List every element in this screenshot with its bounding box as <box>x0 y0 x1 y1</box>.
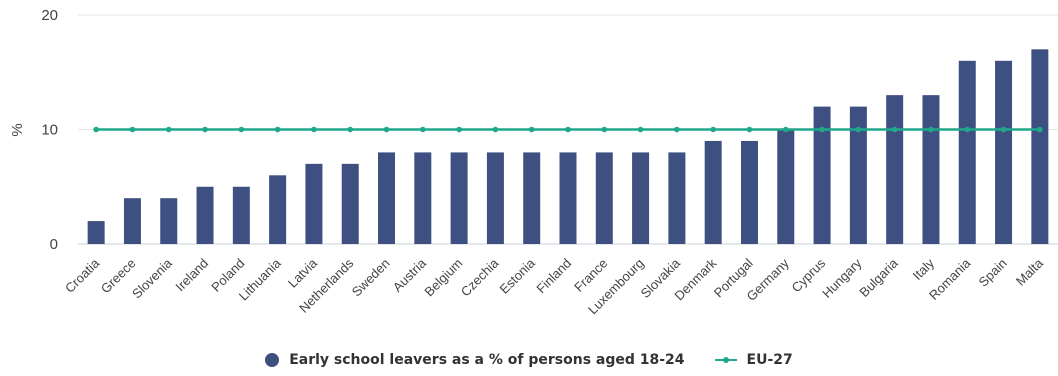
eu27-point[interactable] <box>383 126 390 133</box>
legend-item-line[interactable]: EU-27 <box>714 352 793 368</box>
eu27-point[interactable] <box>565 126 571 133</box>
legend-item-bars[interactable]: Early school leavers as a % of persons a… <box>265 352 685 368</box>
eu27-point[interactable] <box>746 126 753 133</box>
eu27-point[interactable] <box>93 126 99 133</box>
bar-slovakia[interactable] <box>668 152 686 244</box>
bar-romania[interactable] <box>958 60 976 244</box>
eu27-point[interactable] <box>819 126 825 133</box>
x-tick-label: Finland <box>533 256 574 297</box>
x-tick-label: Bulgaria <box>856 255 901 300</box>
x-tick-label: Belgium <box>421 256 465 300</box>
bar-poland[interactable] <box>232 186 250 244</box>
eu27-point[interactable] <box>274 126 281 133</box>
eu27-point[interactable] <box>165 126 172 133</box>
bar-lithuania[interactable] <box>269 175 287 244</box>
eu27-point[interactable] <box>1000 126 1007 133</box>
y-tick-label: 10 <box>41 122 58 139</box>
bar-estonia[interactable] <box>523 152 541 244</box>
y-axis-ticks: 0 10 20 <box>41 7 58 253</box>
bar-latvia[interactable] <box>305 163 323 244</box>
legend-line-marker <box>714 357 737 363</box>
legend: Early school leavers as a % of persons a… <box>0 352 1058 368</box>
bar-luxembourg[interactable] <box>632 152 650 244</box>
y-tick-label: 20 <box>41 7 58 24</box>
bar-belgium[interactable] <box>450 152 468 244</box>
bar-austria[interactable] <box>414 152 432 244</box>
x-axis-categories: CroatiaGreeceSloveniaIrelandPolandLithua… <box>62 255 1046 317</box>
x-tick-label: Croatia <box>62 255 103 296</box>
y-tick-label: 0 <box>50 236 58 253</box>
eu27-point[interactable] <box>1037 126 1043 133</box>
bar-cyprus[interactable] <box>813 106 831 244</box>
bar-netherlands[interactable] <box>341 163 359 244</box>
bar-denmark[interactable] <box>704 140 722 244</box>
eu27-point[interactable] <box>456 126 462 133</box>
bar-hungary[interactable] <box>849 106 867 244</box>
line-series <box>93 126 1043 133</box>
x-tick-label: Sweden <box>349 256 393 300</box>
bar-malta[interactable] <box>1031 49 1049 244</box>
eu27-point[interactable] <box>710 126 716 133</box>
eu27-point[interactable] <box>855 126 862 133</box>
eu27-point[interactable] <box>601 126 608 133</box>
bar-france[interactable] <box>595 152 613 244</box>
bar-bulgaria[interactable] <box>886 95 904 245</box>
eu27-point[interactable] <box>964 126 971 133</box>
bar-spain[interactable] <box>995 60 1013 244</box>
bar-italy[interactable] <box>922 95 940 245</box>
bar-germany[interactable] <box>777 129 795 245</box>
eu27-point[interactable] <box>420 126 426 133</box>
eu27-point[interactable] <box>202 126 208 133</box>
bar-greece[interactable] <box>123 198 141 244</box>
x-tick-label: Slovenia <box>129 255 175 301</box>
eu27-point[interactable] <box>311 126 317 133</box>
eu27-point[interactable] <box>528 126 535 133</box>
bar-ireland[interactable] <box>196 186 214 244</box>
bar-croatia[interactable] <box>87 221 105 244</box>
bar-sweden[interactable] <box>378 152 396 244</box>
eu27-point[interactable] <box>238 126 245 133</box>
bar-series <box>87 49 1049 245</box>
eu27-point[interactable] <box>674 126 680 133</box>
x-tick-label: Hungary <box>819 255 865 301</box>
legend-bar-label: Early school leavers as a % of persons a… <box>289 352 685 368</box>
chart: 0 10 20 % CroatiaGreeceSloveniaIrelandPola… <box>9 7 1058 317</box>
x-tick-label: Estonia <box>497 255 539 297</box>
eu27-point[interactable] <box>492 126 499 133</box>
legend-bar-marker <box>265 353 280 367</box>
y-axis-label: % <box>9 123 26 136</box>
x-tick-label: Malta <box>1013 255 1047 289</box>
x-tick-label: Italy <box>910 255 938 283</box>
legend-line-label: EU-27 <box>746 352 793 368</box>
bar-czechia[interactable] <box>486 152 504 244</box>
eu27-point[interactable] <box>928 126 934 133</box>
eu27-point[interactable] <box>347 126 354 133</box>
eu27-point[interactable] <box>891 126 898 133</box>
bar-slovenia[interactable] <box>160 198 178 244</box>
x-tick-label: Spain <box>976 256 1010 290</box>
bar-portugal[interactable] <box>740 140 758 244</box>
eu27-point[interactable] <box>637 126 644 133</box>
bar-finland[interactable] <box>559 152 577 244</box>
eu27-point[interactable] <box>129 126 136 133</box>
x-tick-label: Ireland <box>172 256 211 295</box>
x-tick-label: Romania <box>926 255 974 303</box>
x-tick-label: Czechia <box>458 255 502 299</box>
eu27-point[interactable] <box>782 126 789 133</box>
